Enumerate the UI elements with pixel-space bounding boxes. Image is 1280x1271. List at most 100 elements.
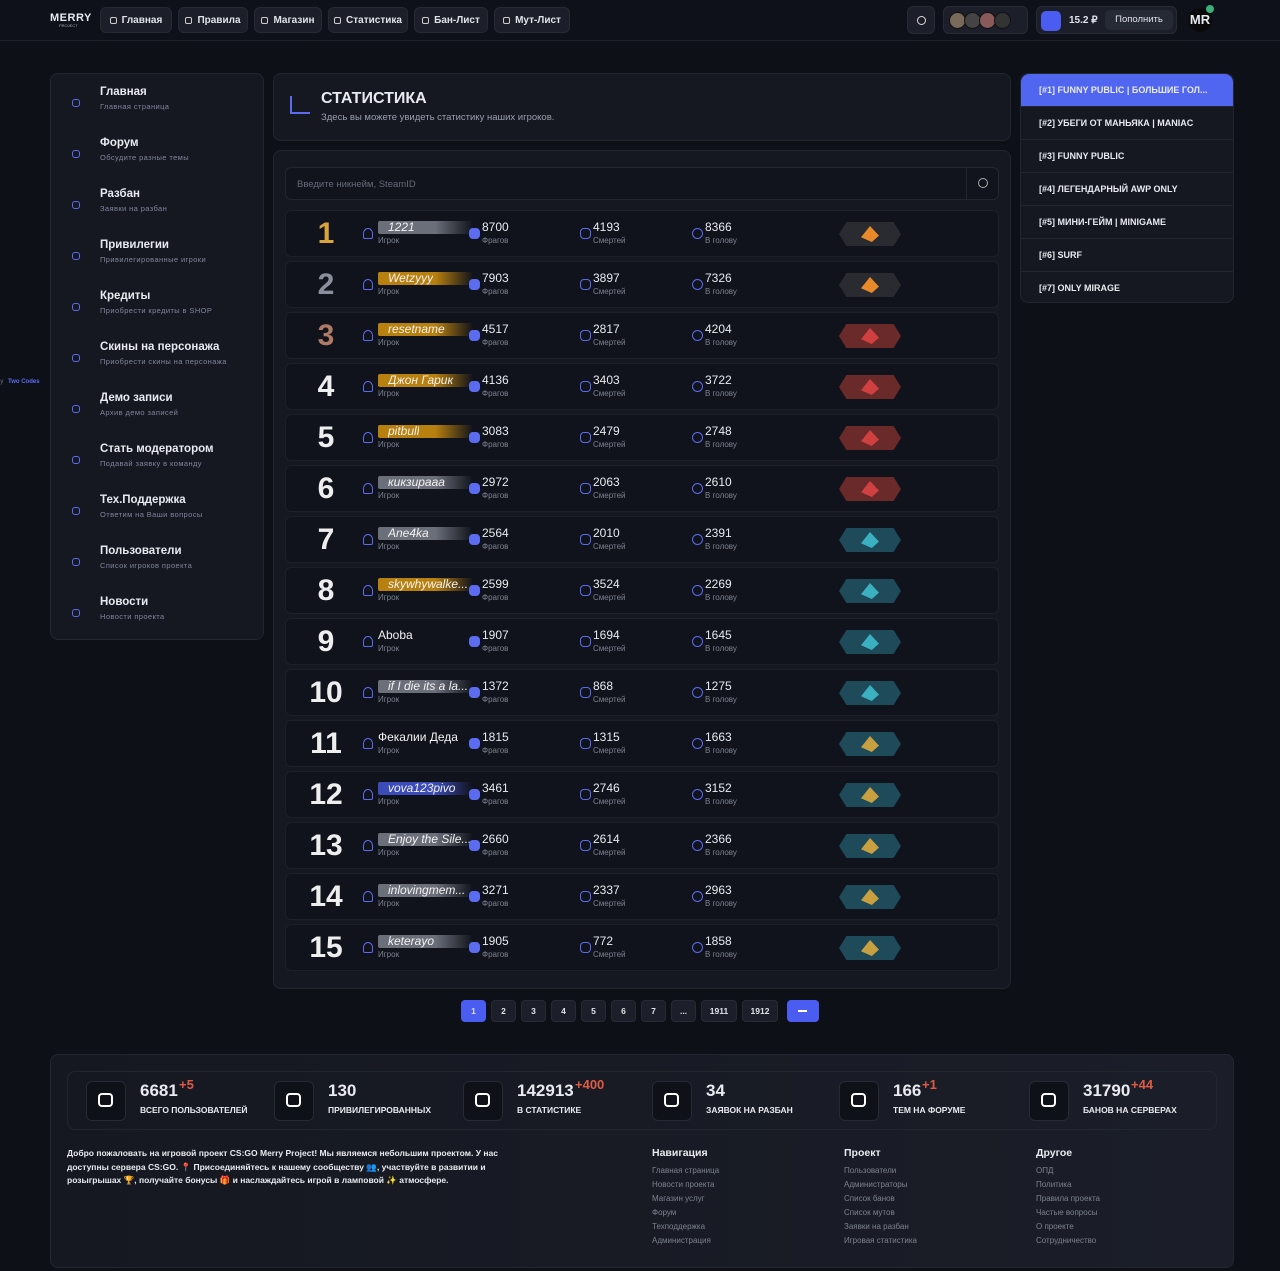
kills-label: Фрагов: [482, 950, 509, 959]
footer-link[interactable]: Форум: [652, 1208, 677, 1217]
player-row[interactable]: 7 Ane4ka Игрок 2564 Фрагов 2010 Смертей 2391 В г…: [285, 516, 999, 563]
nav-button[interactable]: Мут-Лист: [494, 7, 570, 33]
online-avatars[interactable]: [943, 6, 1028, 34]
nav-button[interactable]: Правила: [178, 7, 248, 33]
page-button[interactable]: 1911: [701, 1000, 737, 1022]
page-button[interactable]: 5: [581, 1000, 606, 1022]
sidebar-subtitle: Архив демо записей: [100, 408, 179, 417]
user-avatar[interactable]: MR: [1188, 5, 1214, 32]
player-row[interactable]: 13 Enjoy the Sile... Игрок 2660 Фрагов 2614 См…: [285, 822, 999, 869]
footer-link[interactable]: Сотрудничество: [1036, 1236, 1097, 1245]
sidebar-item[interactable]: Пользователи Список игроков проекта: [59, 542, 255, 582]
rank: 6: [317, 472, 335, 505]
search-button[interactable]: [966, 168, 999, 199]
player-row[interactable]: 10 if I die its a la... Игрок 1372 Фрагов 868…: [285, 669, 999, 716]
user-icon: [363, 738, 373, 749]
topup-button[interactable]: Пополнить: [1105, 10, 1173, 30]
deaths-label: Смертей: [593, 236, 626, 245]
player-row[interactable]: 12 vova123pivo Игрок 3461 Фрагов 2746 Смертей 3…: [285, 771, 999, 818]
page-button[interactable]: 6: [611, 1000, 636, 1022]
badge-emblem: [861, 940, 879, 956]
server-item[interactable]: [#7] ONLY MIRAGE: [1021, 272, 1233, 302]
nav-button[interactable]: Статистика: [328, 7, 408, 33]
server-item[interactable]: [#1] FUNNY PUBLIC | БОЛЬШИЕ ГОЛ...: [1021, 74, 1233, 107]
search-input[interactable]: Введите никнейм, SteamID: [285, 167, 999, 200]
sidebar-item[interactable]: Демо записи Архив демо записей: [59, 389, 255, 429]
footer-link[interactable]: Главная страница: [652, 1166, 720, 1175]
footer-link[interactable]: О проекте: [1036, 1222, 1074, 1231]
player-row[interactable]: 6 кикзирааа Игрок 2972 Фрагов 2063 Смертей 2610…: [285, 465, 999, 512]
server-item[interactable]: [#4] ЛЕГЕНДАРНЫЙ AWP ONLY: [1021, 173, 1233, 206]
page-button[interactable]: 1912: [742, 1000, 778, 1022]
sidebar-item[interactable]: Тех.Поддержка Ответим на Ваши вопросы: [59, 491, 255, 531]
kills-label: Фрагов: [482, 236, 509, 245]
player-row[interactable]: 9 Aboba Игрок 1907 Фрагов 1694 Смертей 1645 В го…: [285, 618, 999, 665]
headshots-label: В голову: [705, 746, 737, 755]
server-item[interactable]: [#6] SURF: [1021, 239, 1233, 272]
page-button[interactable]: 2: [491, 1000, 516, 1022]
footer-link[interactable]: Игровая статистика: [844, 1236, 917, 1245]
footer-link[interactable]: Список мутов: [844, 1208, 895, 1217]
player-row[interactable]: 11 Фекалии Деда Игрок 1815 Фрагов 1315 Смертей…: [285, 720, 999, 767]
player-row[interactable]: 3 resetname Игрок 4517 Фрагов 2817 Смертей 4204…: [285, 312, 999, 359]
footer-link[interactable]: Заявки на разбан: [844, 1222, 909, 1231]
player-label: Игрок: [378, 440, 400, 449]
nav-button[interactable]: Бан-Лист: [414, 7, 488, 33]
page-button[interactable]: 1: [461, 1000, 486, 1022]
player-name: skywhywalke...: [388, 577, 469, 591]
page-button[interactable]: 4: [551, 1000, 576, 1022]
sidebar-item[interactable]: Форум Обсудите разные темы: [59, 134, 255, 174]
player-row[interactable]: 5 pitbull Игрок 3083 Фрагов 2479 Смертей 2748 В …: [285, 414, 999, 461]
sidebar-item[interactable]: Главная Главная страница: [59, 83, 255, 123]
player-row[interactable]: 2 Wetzyyy Игрок 7903 Фрагов 3897 Смертей 7326 В …: [285, 261, 999, 308]
sidebar-item[interactable]: Привилегии Привилегированные игроки: [59, 236, 255, 276]
footer-link[interactable]: Частые вопросы: [1036, 1208, 1098, 1217]
footer-link[interactable]: Техподдержка: [652, 1222, 706, 1231]
badge-emblem: [861, 328, 879, 344]
player-row[interactable]: 14 inlovingmem... Игрок 3271 Фрагов 2337 Смерт…: [285, 873, 999, 920]
rank: 1: [317, 217, 335, 250]
credit-name: Two Codes: [8, 379, 40, 385]
page-button[interactable]: 7: [641, 1000, 666, 1022]
user-icon: [363, 840, 373, 851]
player-row[interactable]: 4 Джон Гарик Игрок 4136 Фрагов 3403 Смертей 372…: [285, 363, 999, 410]
nav-button[interactable]: Главная: [100, 7, 172, 33]
server-item[interactable]: [#5] МИНИ-ГЕЙМ | MINIGAME: [1021, 206, 1233, 239]
sidebar-item[interactable]: Кредиты Приобрести кредиты в SHOP: [59, 287, 255, 327]
sidebar-item[interactable]: Новости Новости проекта: [59, 593, 255, 633]
footer-link[interactable]: Администрация: [652, 1236, 711, 1245]
badge-emblem: [861, 277, 879, 293]
globe-button[interactable]: [907, 6, 935, 34]
sidebar-subtitle: Новости проекта: [100, 612, 165, 621]
footer-link[interactable]: Администраторы: [844, 1180, 908, 1189]
sidebar-item[interactable]: Скины на персонажа Приобрести скины на пе…: [59, 338, 255, 378]
player-row[interactable]: 15 keterayo Игрок 1905 Фрагов 772 Смертей 1858 В…: [285, 924, 999, 971]
kills-icon: [469, 585, 480, 596]
player-row[interactable]: 1 1221 Игрок 8700 Фрагов 4193 Смертей 8366 В гол…: [285, 210, 999, 257]
footer-link[interactable]: Правила проекта: [1036, 1194, 1100, 1203]
sidebar-subtitle: Заявки на разбан: [100, 204, 168, 213]
sidebar-item[interactable]: Разбан Заявки на разбан: [59, 185, 255, 225]
footer-link[interactable]: Политика: [1036, 1180, 1072, 1189]
footer-link[interactable]: Новости проекта: [652, 1180, 715, 1189]
total-value: 142913: [517, 1081, 574, 1100]
page-button[interactable]: 3: [521, 1000, 546, 1022]
page-button[interactable]: ...: [671, 1000, 696, 1022]
footer-link[interactable]: Список банов: [844, 1194, 895, 1203]
next-page[interactable]: [787, 1000, 819, 1022]
nav-button[interactable]: Магазин: [254, 7, 322, 33]
footer-link[interactable]: Пользователи: [844, 1166, 897, 1175]
server-item[interactable]: [#3] FUNNY PUBLIC: [1021, 140, 1233, 173]
player-row[interactable]: 8 skywhywalke... Игрок 2599 Фрагов 3524 Смерте…: [285, 567, 999, 614]
footer-link[interactable]: ОПД: [1036, 1166, 1054, 1175]
total-glyph: [475, 1093, 490, 1107]
rank-badge: [839, 885, 901, 909]
server-item[interactable]: [#2] УБЕГИ ОТ МАНЬЯКА | MANIAC: [1021, 107, 1233, 140]
user-icon: [363, 585, 373, 596]
total-value: 31790: [1083, 1081, 1131, 1100]
sidebar-item[interactable]: Стать модератором Подавай заявку в команд…: [59, 440, 255, 480]
sidebar-subtitle: Привилегированные игроки: [100, 255, 207, 264]
footer-link[interactable]: Магазин услуг: [652, 1194, 705, 1203]
